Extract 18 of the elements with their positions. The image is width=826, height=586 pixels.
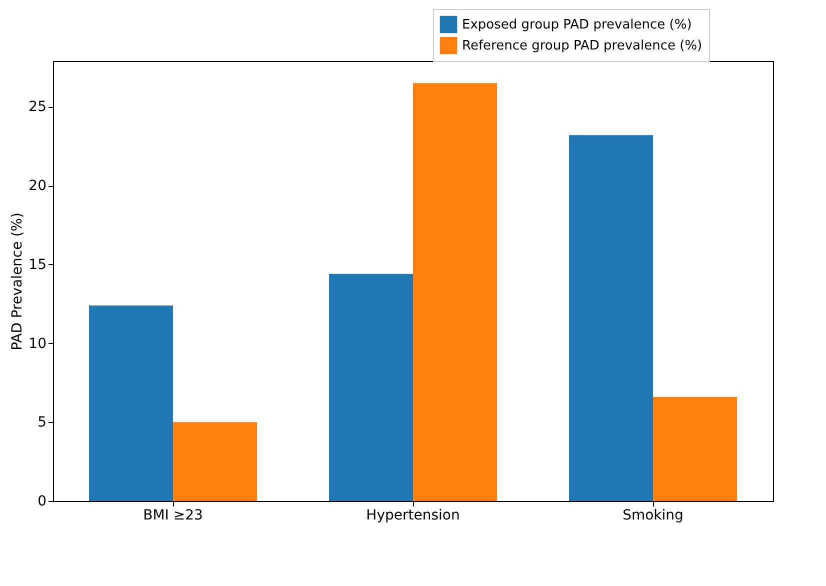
bar: [89, 305, 173, 501]
x-tick-label: BMI ≥23: [143, 508, 203, 524]
y-tick-label: 10: [28, 336, 46, 352]
y-tick-label: 15: [28, 256, 46, 273]
bar: [569, 135, 653, 501]
bar: [653, 396, 737, 501]
bar: [329, 274, 413, 501]
legend-label: Exposed group PAD prevalence (%): [462, 18, 692, 32]
y-tick-label: 25: [28, 99, 46, 116]
x-tick-label: Hypertension: [366, 508, 460, 524]
y-axis-title: PAD Prevalence (%): [10, 212, 26, 350]
x-tick-label: Smoking: [622, 508, 684, 524]
bar: [413, 83, 497, 501]
y-tick-label: 0: [38, 494, 46, 510]
y-tick-label: 5: [38, 414, 46, 431]
bar: [173, 422, 257, 501]
y-tick-label: 20: [28, 178, 46, 194]
legend-label: Reference group PAD prevalence (%): [462, 38, 702, 54]
